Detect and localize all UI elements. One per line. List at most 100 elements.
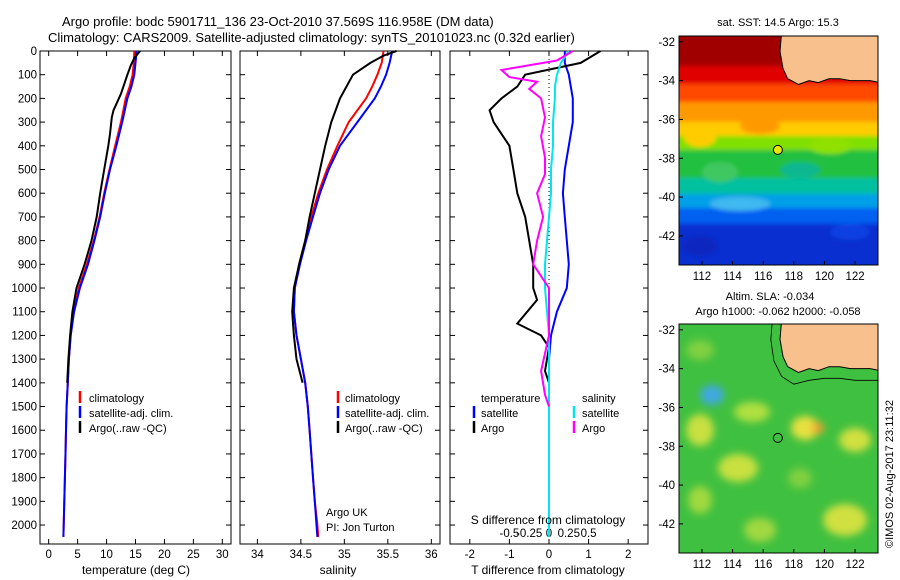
s-tick-label: -0.5 [499, 528, 519, 540]
y-tick-label: -40 [658, 480, 675, 492]
salinity-x-label: salinity [320, 563, 357, 577]
sst-eddy [710, 197, 770, 211]
x-tick-label: 34 [251, 549, 264, 561]
difference-legend: temperature satellite Argo salinity sate… [472, 393, 619, 435]
temperature-panel-frame [39, 50, 232, 545]
x-tick-label: 35.5 [377, 549, 399, 561]
salinity-plot: 34 34.5 35 35.5 36 [240, 50, 440, 561]
sst-eddy [780, 162, 820, 178]
legend-label-satellite: satellite-adj. clim. [89, 408, 173, 420]
y-tick-label: -36 [658, 114, 675, 126]
s-tick-label: -0.25 [516, 528, 542, 540]
legend-label-argo: Argo(..raw -QC) [89, 423, 167, 435]
y-tick-label: -34 [658, 76, 675, 88]
sla-patch [734, 402, 770, 422]
y-tick-label: -34 [658, 364, 675, 376]
sla-patch [700, 385, 724, 405]
x-tick-label: 114 [723, 271, 742, 283]
x-tick-label: 10 [100, 549, 113, 561]
y-tick-label: -36 [658, 402, 675, 414]
x-tick-label: 2 [625, 549, 631, 561]
sst-band [679, 194, 878, 210]
x-tick-label: 15 [129, 549, 142, 561]
sla-map-frame [678, 323, 879, 554]
y-tick-label: 1500 [11, 402, 37, 414]
s-tick-label: 0.5 [581, 528, 597, 540]
sst-eddy [684, 129, 716, 147]
land [780, 324, 878, 373]
y-tick-label: -38 [658, 441, 675, 453]
y-tick-label: 0 [31, 46, 37, 58]
legend-label-argo: Argo(..raw -QC) [345, 423, 423, 435]
sst-map-title: sat. SST: 14.5 Argo: 15.3 [717, 17, 839, 29]
sla-patch [791, 416, 819, 440]
y-tick-label: 1800 [11, 473, 37, 485]
sst-eddy [702, 162, 738, 182]
sla-patch [744, 518, 776, 542]
sst-band [679, 122, 878, 138]
x-tick-label: 0 [546, 549, 552, 561]
y-tick-label: -32 [658, 325, 675, 337]
series-line-satellite-adj--clim- [62, 50, 138, 537]
series-line-satellite [548, 51, 574, 537]
y-tick-label: 2000 [11, 520, 37, 532]
difference-top-x-label: S difference from climatology [471, 513, 626, 527]
y-tick-label: 1100 [12, 307, 37, 319]
y-tick-label: -40 [658, 192, 675, 204]
legend-label-climatology: climatology [345, 393, 401, 405]
x-tick-label: 36 [425, 549, 438, 561]
x-tick-label: 34.5 [290, 549, 312, 561]
y-tick-label: -38 [658, 153, 675, 165]
argo-pi-label: PI: Jon Turton [326, 522, 394, 534]
coastline [779, 324, 878, 374]
x-tick-label: 35 [338, 549, 351, 561]
x-tick-label: 122 [845, 271, 864, 283]
series-line-argo [488, 50, 602, 384]
title-line-2: Climatology: CARS2009. Satellite-adjuste… [48, 30, 575, 45]
y-tick-label: 200 [18, 93, 37, 105]
x-tick-label: 118 [785, 559, 803, 571]
temperature-legend: climatology satellite-adj. clim. Argo(..… [78, 391, 173, 435]
sla-patch [823, 504, 867, 536]
x-tick-label: 122 [845, 559, 864, 571]
legend-label-s-satellite: satellite [582, 408, 619, 420]
x-tick-label: 114 [723, 559, 742, 571]
x-tick-label: 112 [693, 271, 711, 283]
argo-position-marker [772, 144, 783, 155]
x-tick-label: 116 [754, 559, 772, 571]
legend-salinity-header: salinity [582, 393, 616, 405]
sst-map [679, 36, 878, 265]
series-line-satellite [544, 50, 570, 537]
sla-map-title-line-1: Altim. SLA: -0.034 [726, 291, 815, 303]
x-tick-label: 25 [187, 549, 200, 561]
x-tick-label: -2 [465, 549, 475, 561]
x-tick-label: 1 [585, 549, 591, 561]
sst-band [679, 208, 878, 224]
x-tick-label: 120 [815, 271, 834, 283]
sst-band [679, 102, 878, 124]
x-tick-label: -1 [504, 549, 514, 561]
series-line-climatology [62, 50, 136, 537]
x-tick-label: 116 [754, 271, 772, 283]
sst-band [679, 150, 878, 180]
x-tick-label: 112 [693, 559, 711, 571]
imos-timestamp: ©IMOS 02-Aug-2017 23:11:32 [884, 400, 896, 548]
y-tick-label: 1700 [11, 449, 37, 461]
series-line-argo---raw--qc- [66, 50, 141, 383]
depth-contour [770, 324, 878, 385]
sla-patch [812, 422, 824, 434]
sla-map-axes: 112 114 116 118 120 122 -32 -34 -36 -38 -40 -42 [658, 325, 864, 571]
legend-temperature-header: temperature [481, 393, 540, 405]
series-line-argo [499, 50, 574, 407]
sst-map-frame [678, 35, 879, 266]
sla-patch [839, 428, 871, 452]
series-line-climatology [292, 50, 385, 537]
y-tick-label: 1200 [11, 330, 37, 342]
x-tick-label: 120 [815, 559, 834, 571]
title-line-1: Argo profile: bodc 5901711_136 23-Oct-20… [62, 14, 494, 29]
sla-map [679, 324, 878, 553]
y-tick-label: 700 [18, 212, 37, 224]
y-tick-label: 800 [18, 236, 37, 248]
series-line-argo---raw--qc- [291, 50, 397, 384]
